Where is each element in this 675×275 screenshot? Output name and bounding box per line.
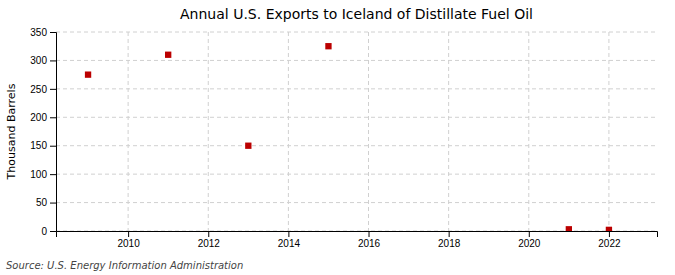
points: [85, 43, 612, 231]
plot: 2010 2012 2014 2016 2018 2020 2022 0 50 100 150 200…: [30, 27, 657, 249]
x-tick: 2022: [598, 231, 621, 249]
x-tick-mark: [449, 231, 450, 237]
x-tick-mark: [609, 231, 610, 237]
y-tick: 200: [30, 112, 56, 123]
y-tick-label: 0: [41, 226, 47, 237]
y-tick-label: 200: [30, 112, 47, 123]
y-tick: 250: [30, 84, 56, 95]
grid-line-x: [208, 32, 209, 231]
x-tick: 2020: [518, 231, 541, 249]
point: [325, 43, 331, 49]
grid-line-y: [56, 145, 657, 146]
grid-line-x: [608, 32, 609, 231]
y-axis-line: [50, 33, 57, 232]
y-tick: 0: [41, 226, 56, 237]
y-tick-mark: [50, 174, 56, 175]
y-tick-mark: [50, 203, 56, 204]
y-tick-mark: [50, 32, 56, 33]
grid-line-y: [56, 174, 657, 175]
y-tick: 50: [36, 197, 56, 208]
x-tick-mark: [369, 231, 370, 237]
x-tick-label: 2020: [518, 238, 541, 249]
y-tick-mark: [50, 89, 56, 90]
grid-line-y: [56, 202, 657, 203]
grid-line-x: [288, 32, 289, 231]
grid-line-y: [56, 32, 657, 33]
x-tick-mark: [128, 231, 129, 237]
grid-line-x: [368, 32, 369, 231]
point: [566, 226, 572, 231]
y-axis: 0 50 100 150 200 250 300 350: [30, 27, 56, 237]
y-tick-mark: [50, 60, 56, 61]
y-tick-label: 350: [30, 27, 47, 38]
y-tick: 300: [30, 55, 56, 66]
y-tick-mark: [50, 117, 56, 118]
x-tick-label: 2018: [438, 238, 461, 249]
y-tick-label: 300: [30, 55, 47, 66]
x-axis-line: [57, 232, 658, 238]
y-tick: 350: [30, 27, 56, 38]
chart: 2010 2012 2014 2016 2018 2020 2022 0 50 100 150 200…: [0, 0, 675, 275]
point: [606, 227, 612, 231]
y-tick-label: 250: [30, 84, 47, 95]
x-tick-mark: [208, 231, 209, 237]
x-tick: 2014: [278, 231, 301, 249]
y-tick-mark: [50, 231, 56, 232]
grid-line-x: [128, 32, 129, 231]
y-tick: 100: [30, 169, 56, 180]
x-axis: 2010 2012 2014 2016 2018 2020 2022: [57, 231, 658, 249]
point: [165, 52, 171, 58]
grid: [56, 32, 657, 231]
y-tick-label: 100: [30, 169, 47, 180]
y-axis-label: Thousand Barrels: [5, 83, 18, 180]
x-tick: 2010: [117, 231, 140, 249]
x-tick-label: 2010: [117, 238, 140, 249]
x-tick-label: 2022: [598, 238, 621, 249]
grid-line-y: [56, 88, 657, 89]
grid-line-x: [448, 32, 449, 231]
grid-line-y: [56, 117, 657, 118]
grid-line-y: [56, 60, 657, 61]
x-tick: 2018: [438, 231, 461, 249]
x-tick: 2016: [358, 231, 381, 249]
y-tick: 150: [30, 140, 56, 151]
x-tick-mark: [529, 231, 530, 237]
title: Annual U.S. Exports to Iceland of Distil…: [180, 6, 533, 22]
y-tick-label: 50: [36, 197, 48, 208]
x-tick-label: 2016: [358, 238, 381, 249]
x-tick-label: 2012: [198, 238, 221, 249]
point: [245, 143, 251, 149]
y-tick-label: 150: [30, 140, 47, 151]
grid-line-x: [528, 32, 529, 231]
point: [85, 71, 91, 77]
x-tick: 2012: [198, 231, 221, 249]
y-tick-mark: [50, 146, 56, 147]
annotation: Source: U.S. Energy Information Administ…: [6, 260, 243, 271]
x-tick-mark: [288, 231, 289, 237]
x-tick-label: 2014: [278, 238, 301, 249]
